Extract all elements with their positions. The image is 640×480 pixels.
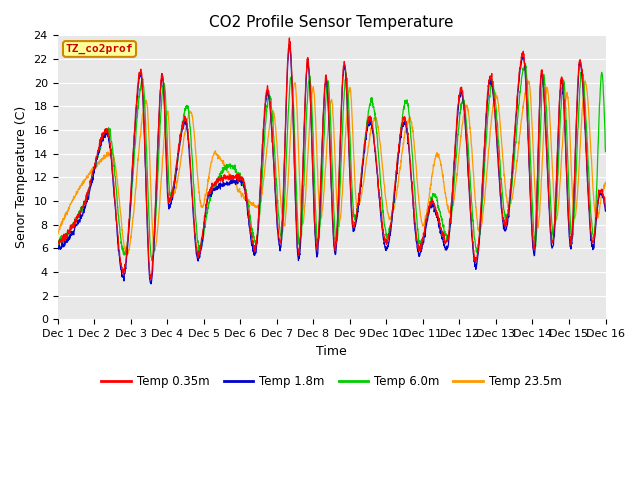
- Temp 1.8m: [147, 281, 155, 287]
- Line: Temp 6.0m: Temp 6.0m: [58, 63, 605, 261]
- Temp 1.8m: [602, 208, 609, 214]
- Temp 0.35m: [306, 81, 314, 87]
- Temp 1.8m: [321, 90, 328, 96]
- Line: Temp 23.5m: Temp 23.5m: [58, 81, 605, 255]
- Temp 6.0m: [485, 94, 493, 100]
- Temp 23.5m: [602, 180, 609, 185]
- Temp 6.0m: [586, 199, 594, 205]
- Temp 1.8m: [586, 221, 594, 227]
- Temp 6.0m: [586, 196, 594, 202]
- Temp 23.5m: [485, 142, 493, 148]
- Line: Temp 0.35m: Temp 0.35m: [58, 38, 605, 279]
- Temp 0.35m: [54, 237, 61, 242]
- Temp 1.8m: [586, 226, 594, 231]
- Temp 1.8m: [54, 246, 61, 252]
- Temp 0.35m: [82, 197, 90, 203]
- X-axis label: Time: Time: [316, 345, 347, 358]
- Temp 23.5m: [82, 176, 90, 181]
- Y-axis label: Senor Temperature (C): Senor Temperature (C): [15, 106, 28, 249]
- Temp 0.35m: [486, 75, 493, 81]
- Temp 23.5m: [321, 185, 328, 191]
- Temp 23.5m: [586, 134, 594, 140]
- Temp 0.35m: [586, 220, 594, 226]
- Temp 1.8m: [82, 204, 90, 209]
- Temp 23.5m: [306, 118, 314, 124]
- Line: Temp 1.8m: Temp 1.8m: [58, 45, 605, 284]
- Temp 1.8m: [306, 89, 314, 95]
- Temp 6.0m: [522, 60, 529, 66]
- Temp 1.8m: [285, 42, 293, 48]
- Temp 0.35m: [586, 218, 594, 224]
- Temp 0.35m: [147, 276, 155, 282]
- Temp 6.0m: [148, 258, 156, 264]
- Temp 0.35m: [321, 86, 328, 92]
- Temp 23.5m: [123, 252, 131, 258]
- Temp 0.35m: [602, 204, 609, 210]
- Temp 6.0m: [602, 149, 609, 155]
- Temp 1.8m: [486, 76, 493, 82]
- Title: CO2 Profile Sensor Temperature: CO2 Profile Sensor Temperature: [209, 15, 454, 30]
- Temp 0.35m: [285, 35, 293, 41]
- Legend: Temp 0.35m, Temp 1.8m, Temp 6.0m, Temp 23.5m: Temp 0.35m, Temp 1.8m, Temp 6.0m, Temp 2…: [97, 371, 566, 393]
- Temp 23.5m: [586, 128, 594, 134]
- Temp 23.5m: [54, 231, 61, 237]
- Text: TZ_co2prof: TZ_co2prof: [66, 44, 133, 54]
- Temp 23.5m: [581, 78, 589, 84]
- Temp 6.0m: [306, 73, 314, 79]
- Temp 6.0m: [54, 240, 61, 245]
- Temp 6.0m: [82, 197, 90, 203]
- Temp 6.0m: [321, 132, 328, 138]
